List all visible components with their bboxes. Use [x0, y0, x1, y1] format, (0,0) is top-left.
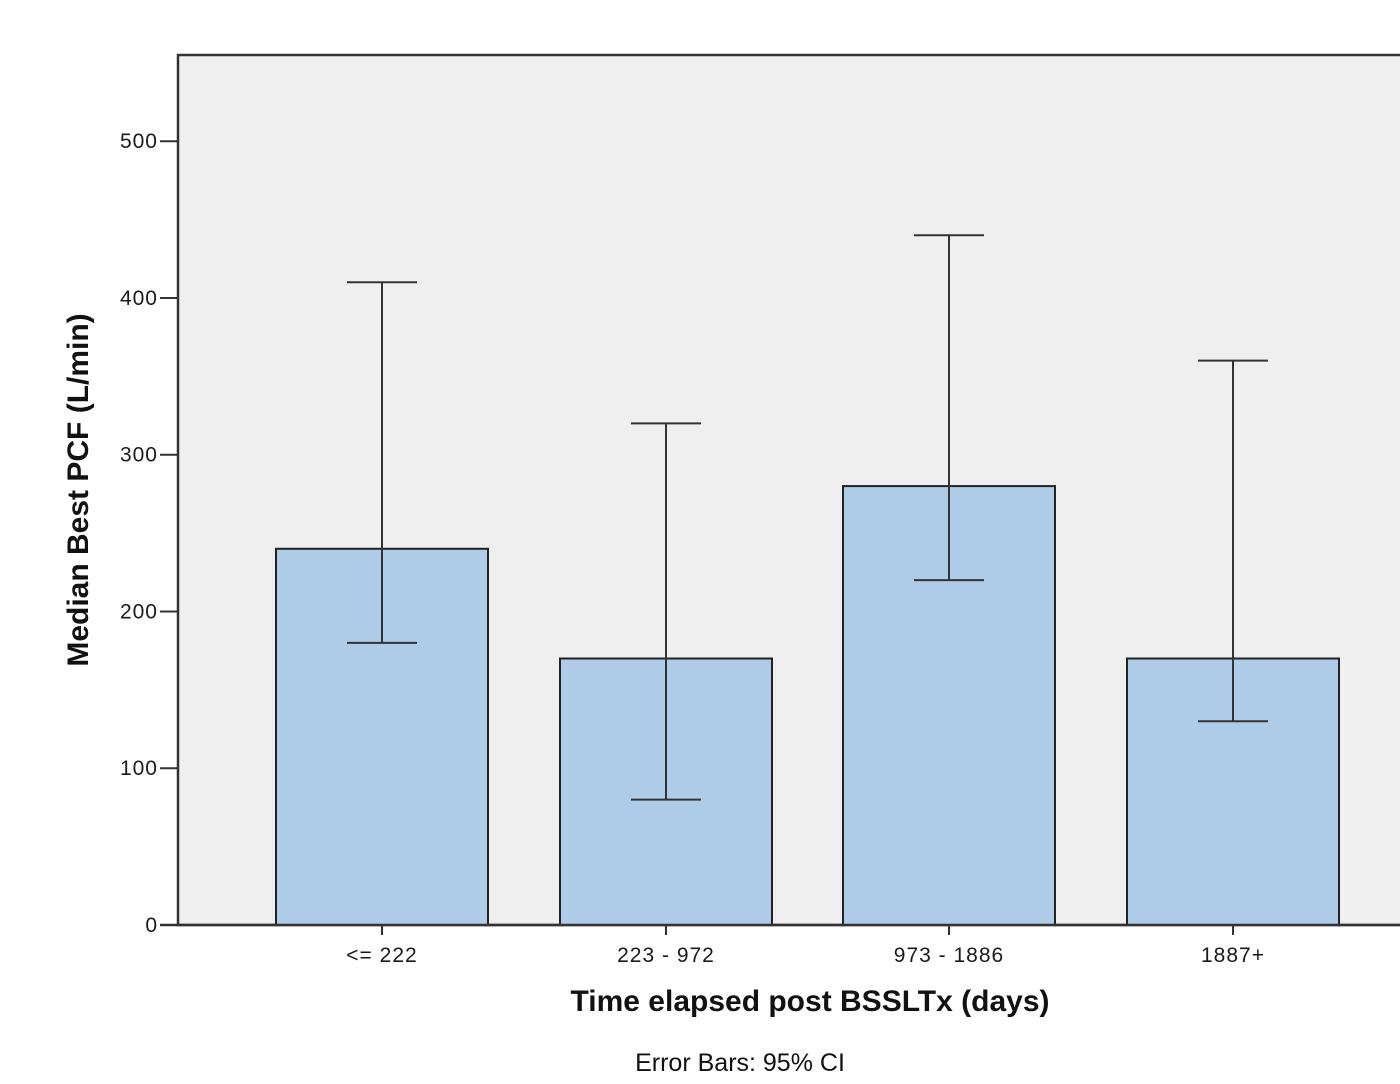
- y-tick-label: 500: [120, 130, 158, 153]
- axes: [160, 140, 1400, 935]
- error-bar-2: [631, 422, 701, 801]
- x-tick-label: 973 - 1886: [894, 944, 1004, 967]
- y-tick-label: 100: [120, 757, 158, 780]
- error-bars: [347, 234, 1268, 801]
- y-tick-label: 300: [120, 444, 158, 467]
- tick-labels: <= 222 223 - 972 973 - 1886 1887+ 0 100 200 300…: [120, 130, 1265, 967]
- x-axis-title: Time elapsed post BSSLTx (days): [570, 985, 1049, 1018]
- error-bar-1: [347, 281, 417, 644]
- y-tick-label: 0: [145, 914, 158, 937]
- y-tick-label: 400: [120, 287, 158, 310]
- error-bar-3: [914, 234, 984, 582]
- x-tick-label: 1887+: [1201, 944, 1265, 967]
- x-tick-label: 223 - 972: [617, 944, 715, 967]
- y-axis-title: Median Best PCF (L/min): [62, 313, 95, 666]
- x-tick-label: <= 222: [346, 944, 417, 967]
- y-tick-label: 200: [120, 600, 158, 623]
- error-bars-note: Error Bars: 95% CI: [635, 1049, 845, 1077]
- error-bar-4: [1198, 359, 1268, 723]
